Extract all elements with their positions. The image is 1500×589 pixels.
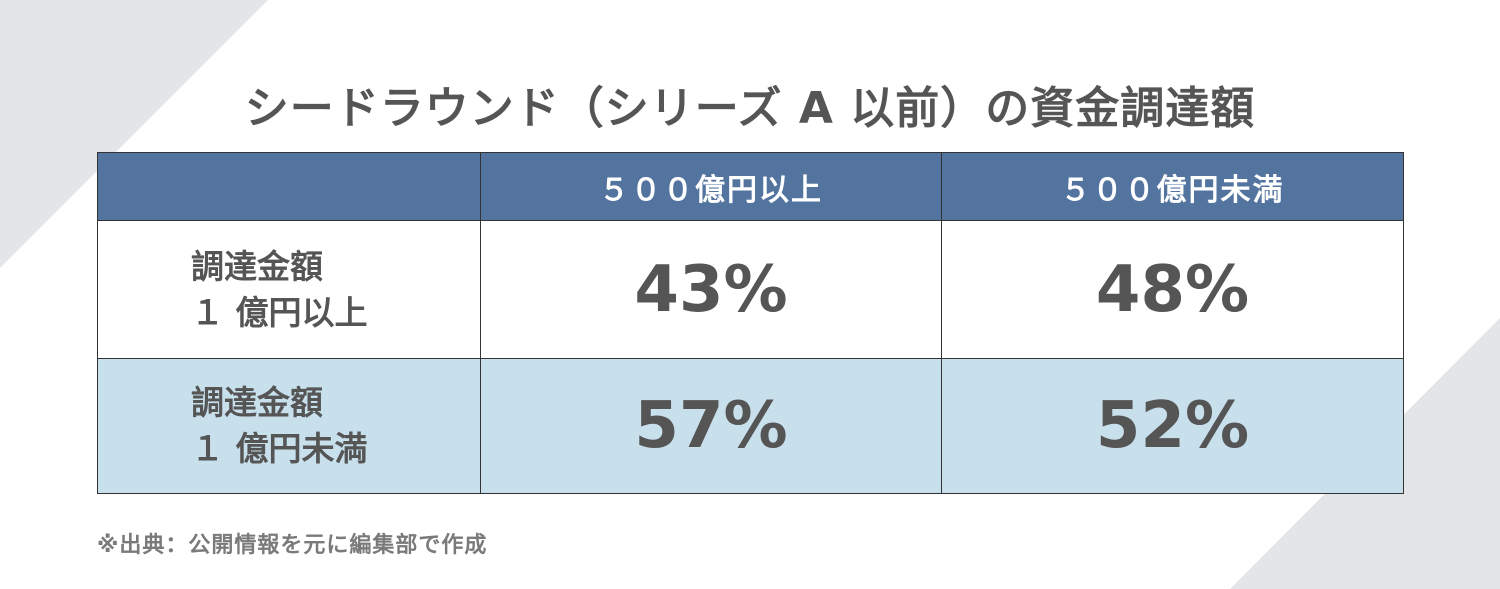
table-header-row: ５００億円以上 ５００億円未満 xyxy=(97,152,1404,221)
value-cell: 43% xyxy=(480,220,942,359)
row-label-1oku-miman: 調達金額 １ 億円未満 xyxy=(97,358,481,494)
row-label-line1: 調達金額 xyxy=(191,383,323,422)
page-title: シードラウンド（シリーズ A 以前）の資金調達額 xyxy=(244,83,1256,134)
row-label-1oku-ijo: 調達金額 １ 億円以上 xyxy=(97,220,481,359)
table-row: 調達金額 １ 億円以上 43% 48% xyxy=(97,220,1404,359)
row-label-line2: １ 億円未満 xyxy=(191,429,368,468)
header-cell-500oku-ijo: ５００億円以上 xyxy=(480,152,942,221)
header-cell-empty xyxy=(97,152,481,221)
value-cell: 57% xyxy=(480,358,942,494)
comparison-table: ５００億円以上 ５００億円未満 調達金額 １ 億円以上 43% 48% 調達金額… xyxy=(97,152,1404,494)
row-label-line1: 調達金額 xyxy=(191,246,323,286)
header-cell-500oku-miman: ５００億円未満 xyxy=(941,152,1404,221)
table-row: 調達金額 １ 億円未満 57% 52% xyxy=(97,358,1404,494)
value-cell: 48% xyxy=(941,220,1404,359)
source-note: ※出典：公開情報を元に編集部で作成 xyxy=(97,533,488,558)
row-label-line2: １ 億円以上 xyxy=(191,292,368,332)
value-cell: 52% xyxy=(941,358,1404,494)
